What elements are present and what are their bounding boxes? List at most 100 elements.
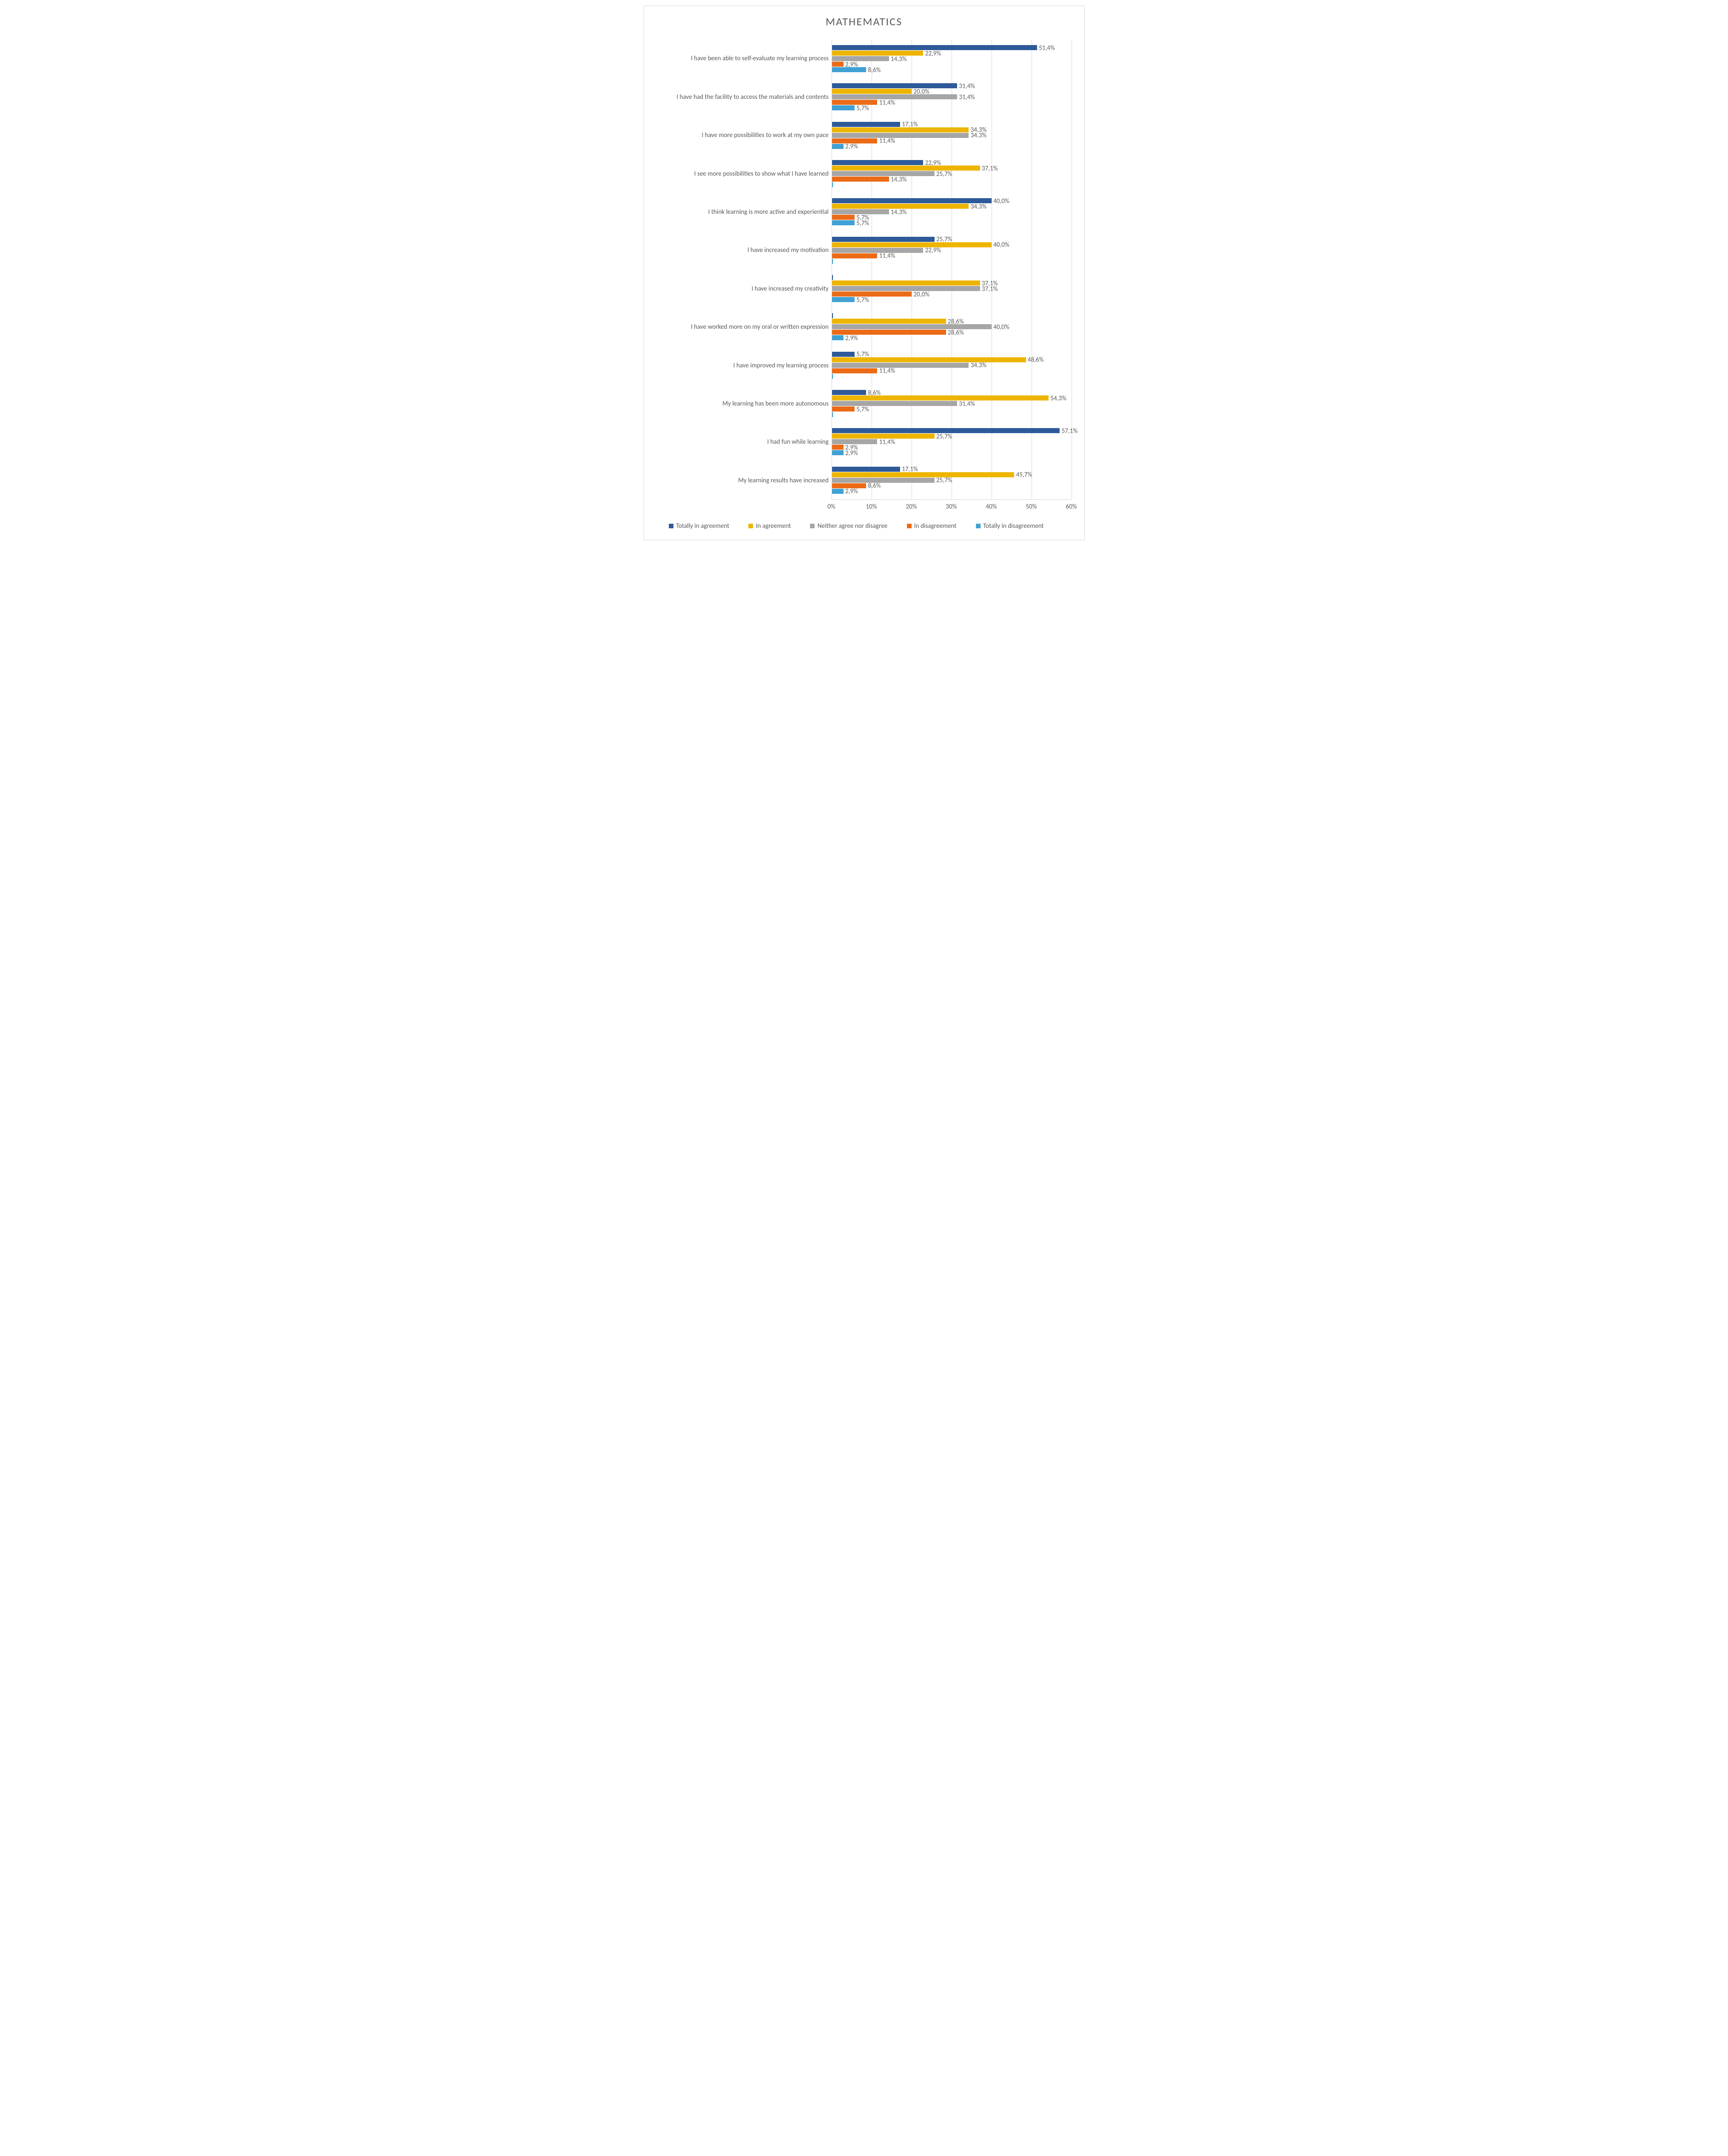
legend-label: Neither agree nor disagree <box>817 522 887 530</box>
bar-row <box>832 275 1072 280</box>
bar <box>832 215 855 220</box>
bar-row: 11,4% <box>832 138 1072 143</box>
bar <box>832 472 1015 477</box>
bar-row: 5,7% <box>832 105 1072 110</box>
bar-groups: 51,4%22,9%14,3%2,9%8,6%31,4%20,0%31,4%11… <box>832 40 1072 499</box>
bar <box>832 390 867 395</box>
bar <box>832 357 1026 362</box>
bar <box>832 401 958 406</box>
bar-row: 8,6% <box>832 483 1072 488</box>
bar-row: 5,7% <box>832 297 1072 302</box>
category-label: My learning results have increased <box>657 462 829 500</box>
bar-group: 22,9%37,1%25,7%14,3% <box>832 154 1072 193</box>
bar-group: 17,1%34,3%34,3%11,4%2,9% <box>832 116 1072 154</box>
bar-row: 2,9% <box>832 489 1072 494</box>
category-label: I have more possibilities to work at my … <box>657 116 829 154</box>
bar <box>832 297 855 302</box>
bar-row: 5,7% <box>832 220 1072 225</box>
x-tick-label: 0% <box>827 503 835 510</box>
bar-row: 51,4% <box>832 45 1072 50</box>
bar-row: 11,4% <box>832 439 1072 444</box>
category-label: I have been able to self-evaluate my lea… <box>657 40 829 78</box>
bar <box>832 133 969 138</box>
bar-row <box>832 259 1072 264</box>
bar-value-label: 2,9% <box>845 487 858 495</box>
bar <box>832 166 980 171</box>
x-tick-label: 50% <box>1026 503 1037 510</box>
category-label: I see more possibilities to show what I … <box>657 154 829 193</box>
bar-row: 34,3% <box>832 204 1072 209</box>
bar <box>832 127 969 132</box>
category-label: I have increased my creativity <box>657 269 829 308</box>
bar-group: 17,1%45,7%25,7%8,6%2,9% <box>832 461 1072 499</box>
legend-item: Totally in disagreement <box>976 522 1044 530</box>
bar-row: 31,4% <box>832 83 1072 88</box>
legend-item: In agreement <box>748 522 791 530</box>
bar <box>832 105 855 110</box>
bar <box>832 160 924 165</box>
bar <box>832 374 833 379</box>
bar-group: 5,7%48,6%34,3%11,4% <box>832 346 1072 384</box>
category-label: I have worked more on my oral or written… <box>657 308 829 346</box>
bar-row: 31,4% <box>832 94 1072 99</box>
bar <box>832 395 1049 400</box>
legend-swatch <box>976 524 981 528</box>
bar <box>832 51 924 56</box>
legend-label: Totally in disagreement <box>983 522 1044 530</box>
bar-group: 37,1%37,1%20,0%5,7% <box>832 269 1072 308</box>
x-tick-label: 20% <box>906 503 917 510</box>
legend-swatch <box>907 524 912 528</box>
bar-value-label: 5,7% <box>856 104 869 112</box>
category-label: I have increased my motivation <box>657 231 829 269</box>
category-label: I have improved my learning process <box>657 346 829 384</box>
x-axis-ticks: 0%10%20%30%40%50%60% <box>832 503 1072 513</box>
bar-row: 34,3% <box>832 127 1072 132</box>
bar-value-label: 2,9% <box>845 449 858 457</box>
bar-row: 22,9% <box>832 160 1072 165</box>
bar <box>832 144 844 149</box>
bar-row: 11,4% <box>832 368 1072 373</box>
bar-group: 40,0%34,3%14,3%5,7%5,7% <box>832 193 1072 231</box>
bar-row: 2,9% <box>832 144 1072 149</box>
bar <box>832 450 844 455</box>
bar-row: 48,6% <box>832 357 1072 362</box>
bar <box>832 89 912 94</box>
bar-group: 51,4%22,9%14,3%2,9%8,6% <box>832 40 1072 78</box>
bar-row: 14,3% <box>832 56 1072 61</box>
bar-row: 11,4% <box>832 253 1072 258</box>
bar-row: 34,3% <box>832 363 1072 368</box>
bar <box>832 292 912 297</box>
bar-row: 8,6% <box>832 390 1072 395</box>
bar-row: 14,3% <box>832 177 1072 182</box>
bar-row: 37,1% <box>832 280 1072 286</box>
x-tick-label: 40% <box>986 503 997 510</box>
bar-row: 54,3% <box>832 395 1072 400</box>
bar <box>832 363 969 368</box>
bar <box>832 220 855 225</box>
bar-group: 28,6%40,0%28,6%2,9% <box>832 308 1072 346</box>
category-label: I had fun while learning <box>657 423 829 461</box>
x-tick-label: 30% <box>946 503 957 510</box>
bar-row: 8,6% <box>832 67 1072 72</box>
bar-group: 31,4%20,0%31,4%11,4%5,7% <box>832 78 1072 116</box>
category-label: I have had the facility to access the ma… <box>657 78 829 116</box>
bar <box>832 478 935 483</box>
bar-row: 17,1% <box>832 122 1072 127</box>
category-label: My learning has been more autonomous <box>657 385 829 423</box>
bar <box>832 489 844 494</box>
bar-row: 40,0% <box>832 198 1072 203</box>
bar <box>832 368 878 373</box>
bar <box>832 352 855 357</box>
bar <box>832 445 844 450</box>
bar <box>832 280 980 286</box>
bar <box>832 62 844 67</box>
bar <box>832 275 833 280</box>
bar-row: 2,9% <box>832 450 1072 455</box>
chart-title: MATHEMATICS <box>657 15 1072 29</box>
bar <box>832 237 935 242</box>
y-axis-labels: I have been able to self-evaluate my lea… <box>657 40 832 500</box>
bar-value-label: 5,7% <box>856 219 869 227</box>
legend: Totally in agreementIn agreementNeither … <box>657 519 1072 532</box>
bar <box>832 171 935 176</box>
bar <box>832 198 992 203</box>
